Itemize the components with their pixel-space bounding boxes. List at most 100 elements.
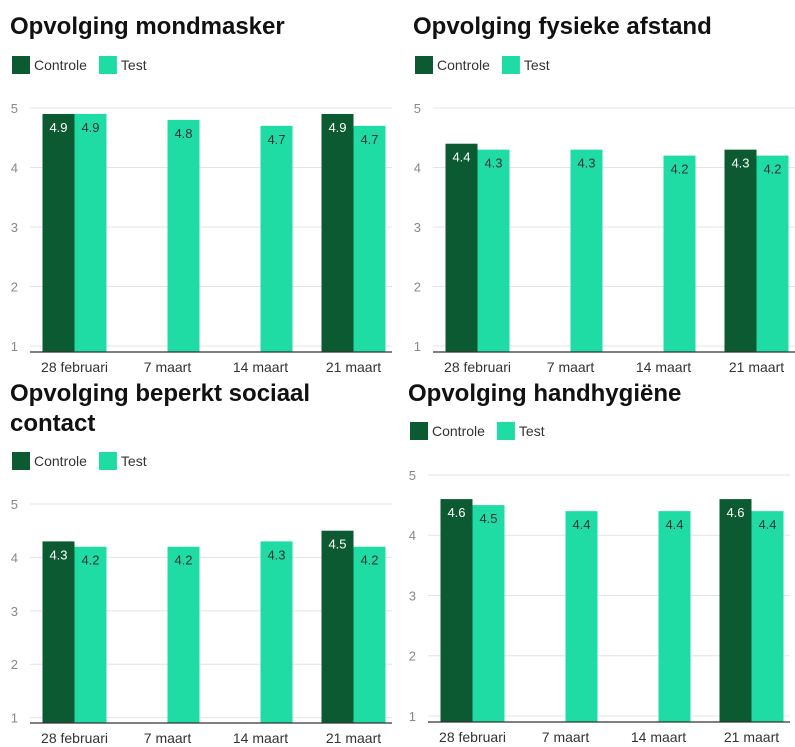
chart: Controle Test 1 2 3 4 5 28 februari 4.6 4.5 7 maar… — [409, 422, 790, 745]
x-tick-label: 7 maart — [542, 729, 590, 745]
x-tick-label: 21 maart — [326, 359, 381, 372]
value-label: 4.4 — [452, 150, 470, 165]
y-tick-label: 3 — [409, 588, 416, 603]
y-tick-label: 1 — [409, 709, 416, 724]
bar — [321, 113, 354, 352]
chart-panel: Opvolging handhygiëne Controle Test 1 2 3 4 5 28… — [398, 375, 795, 747]
x-tick-label: 28 februari — [41, 359, 108, 372]
chart: Controle Test 1 2 3 4 5 28 februari 4.9 4.9 7 maar… — [11, 56, 392, 372]
legend-swatch — [415, 56, 433, 74]
legend-swatch — [12, 452, 30, 470]
chart-panel: Opvolging fysieke afstand Controle Test 1 2 3… — [403, 0, 795, 372]
y-tick-label: 1 — [11, 711, 18, 726]
bar — [719, 499, 752, 722]
x-tick-label: 14 maart — [631, 729, 686, 745]
y-tick-label: 5 — [414, 101, 421, 116]
bar — [260, 125, 293, 352]
chart: Controle Test 1 2 3 4 5 28 februari 4.4 4.3 7 maar… — [414, 56, 795, 372]
y-tick-label: 3 — [11, 604, 18, 619]
y-tick-label: 2 — [414, 280, 421, 295]
bar — [445, 143, 478, 352]
value-label: 4.6 — [726, 505, 744, 520]
x-tick-label: 21 maart — [729, 359, 784, 372]
value-label: 4.4 — [758, 517, 776, 532]
bar — [353, 546, 386, 723]
x-tick-label: 14 maart — [233, 730, 288, 746]
bar — [570, 149, 603, 352]
value-label: 4.2 — [763, 162, 781, 177]
x-tick-label: 21 maart — [326, 730, 381, 746]
chart-panel: Opvolging mondmasker Controle Test 1 2 3 4 5 28 … — [0, 0, 397, 372]
bar — [42, 541, 75, 723]
legend-swatch — [98, 56, 117, 74]
value-label: 4.3 — [267, 547, 285, 562]
y-tick-label: 4 — [11, 550, 18, 565]
value-label: 4.5 — [328, 537, 346, 552]
legend-swatch — [12, 56, 30, 74]
bar — [42, 113, 75, 352]
y-tick-label: 2 — [409, 649, 416, 664]
y-tick-label: 5 — [409, 468, 416, 483]
value-label: 4.7 — [360, 132, 378, 147]
bar — [167, 119, 200, 352]
bar — [74, 546, 107, 723]
legend-swatch — [501, 56, 520, 74]
bar — [756, 155, 789, 352]
legend-label: Test — [519, 423, 545, 439]
legend-label: Controle — [437, 57, 490, 73]
y-tick-label: 5 — [11, 101, 18, 116]
value-label: 4.3 — [577, 156, 595, 171]
y-tick-label: 1 — [11, 339, 18, 354]
chart-title: Opvolging handhygiëne — [408, 380, 682, 407]
bar — [321, 530, 354, 723]
value-label: 4.3 — [484, 156, 502, 171]
value-label: 4.3 — [49, 547, 67, 562]
value-label: 4.7 — [267, 132, 285, 147]
y-tick-label: 4 — [414, 161, 421, 176]
value-label: 4.5 — [479, 511, 497, 526]
chart-title: Opvolging beperkt sociaal contact — [10, 380, 311, 437]
bar — [658, 511, 691, 722]
bar — [260, 541, 293, 723]
x-tick-label: 21 maart — [724, 729, 779, 745]
y-tick-label: 2 — [11, 280, 18, 295]
value-label: 4.2 — [670, 162, 688, 177]
bar — [440, 499, 473, 722]
legend-label: Test — [121, 57, 147, 73]
bar — [751, 511, 784, 722]
value-label: 4.3 — [731, 156, 749, 171]
y-tick-label: 1 — [414, 339, 421, 354]
y-tick-label: 4 — [409, 528, 416, 543]
value-label: 4.2 — [174, 553, 192, 568]
legend-label: Test — [524, 57, 550, 73]
value-label: 4.9 — [81, 120, 99, 135]
legend-swatch — [98, 452, 117, 470]
x-tick-label: 7 maart — [144, 359, 192, 372]
value-label: 4.4 — [572, 517, 590, 532]
legend-swatch — [496, 422, 515, 440]
x-tick-label: 7 maart — [547, 359, 595, 372]
bar — [74, 113, 107, 352]
legend-label: Controle — [34, 453, 87, 469]
legend-swatch — [410, 422, 428, 440]
chart-title: Opvolging fysieke afstand — [413, 13, 712, 40]
legend-label: Controle — [432, 423, 485, 439]
y-tick-label: 2 — [11, 657, 18, 672]
value-label: 4.4 — [665, 517, 683, 532]
x-tick-label: 28 februari — [41, 730, 108, 746]
value-label: 4.9 — [328, 120, 346, 135]
value-label: 4.9 — [49, 120, 67, 135]
chart: Controle Test 1 2 3 4 5 28 februari 4.3 4.2 7 maar… — [11, 452, 392, 746]
x-tick-label: 14 maart — [233, 359, 288, 372]
y-tick-label: 4 — [11, 161, 18, 176]
x-tick-label: 7 maart — [144, 730, 192, 746]
legend-label: Test — [121, 453, 147, 469]
x-tick-label: 28 februari — [444, 359, 511, 372]
y-tick-label: 5 — [11, 497, 18, 512]
bar — [472, 505, 505, 722]
value-label: 4.8 — [174, 126, 192, 141]
x-tick-label: 14 maart — [636, 359, 691, 372]
x-tick-label: 28 februari — [439, 729, 506, 745]
bar — [477, 149, 510, 352]
